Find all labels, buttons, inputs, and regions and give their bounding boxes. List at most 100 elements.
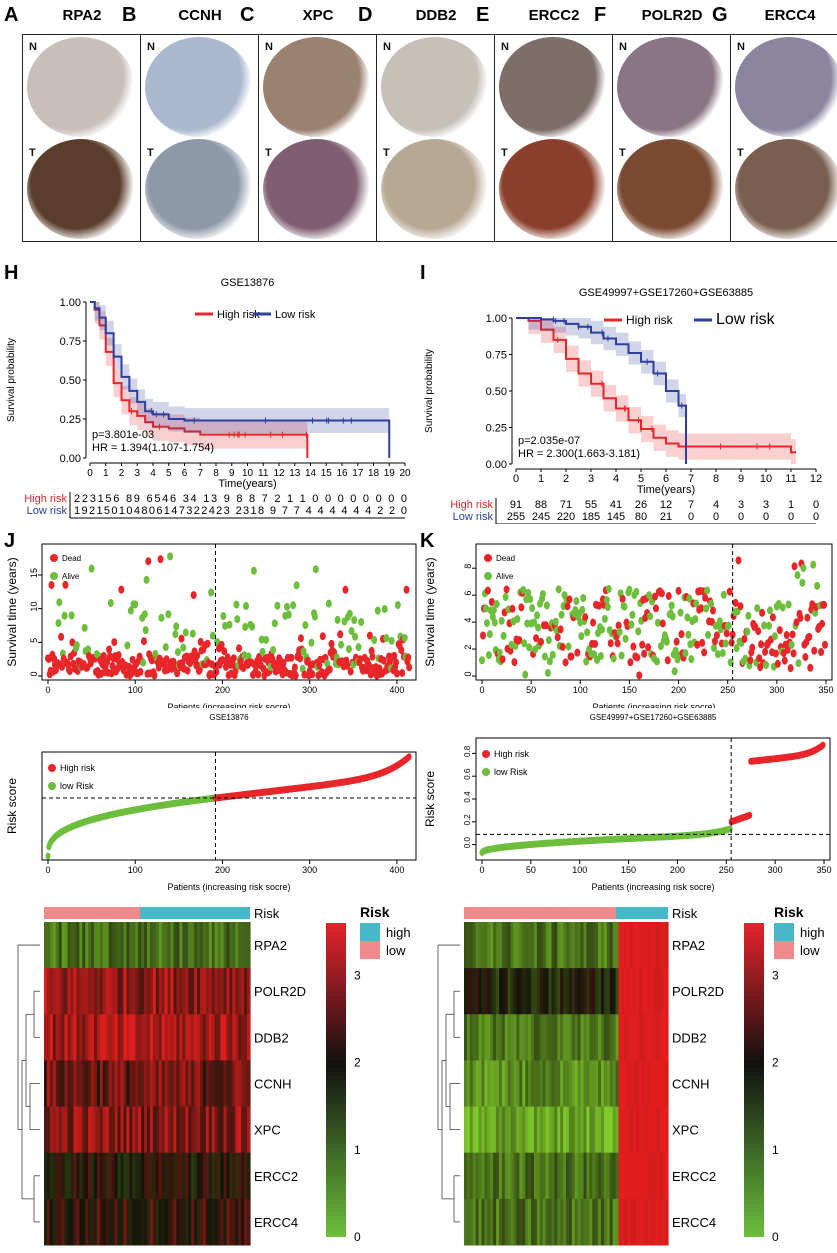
heatmap-cell — [235, 1060, 239, 1108]
heatmap-cell — [96, 1152, 101, 1200]
heatmap-cell — [76, 922, 80, 969]
x-tick-label: 16 — [336, 468, 348, 479]
heatmap-cell — [501, 968, 506, 1015]
heatmap-cell — [99, 1198, 104, 1246]
risk-table-value: 0 — [688, 511, 694, 523]
heatmap-cell — [202, 1060, 207, 1108]
point-alive — [68, 611, 75, 620]
heatmap-cell — [510, 922, 515, 969]
heatmap-cell — [247, 1106, 251, 1154]
heatmap-cell — [624, 1060, 628, 1108]
point-alive — [324, 659, 331, 668]
heatmap-cell — [659, 922, 663, 969]
heatmap-cell — [238, 1014, 242, 1061]
heatmap-cell — [79, 1014, 83, 1061]
color-scale-tick: 0 — [354, 1230, 361, 1244]
heatmap-cell — [161, 1060, 166, 1108]
point-dead — [747, 656, 754, 665]
risk-legend-swatch-low — [360, 941, 380, 959]
point-alive — [671, 667, 678, 676]
heatmap-cell — [170, 1060, 175, 1108]
heatmap-cell — [641, 1152, 646, 1200]
y-tick-label: 0.2 — [463, 814, 472, 826]
x-tick-label: 300 — [768, 865, 783, 875]
heatmap-cell — [574, 1198, 579, 1246]
heatmap-cell — [542, 968, 547, 1015]
heatmap-cell — [633, 968, 637, 1015]
normal-label: N — [29, 41, 37, 53]
point-alive — [555, 585, 562, 594]
heatmap-cell — [627, 1106, 631, 1154]
heatmap-cell — [167, 1198, 172, 1246]
heatmap-cell — [99, 1106, 104, 1154]
point-alive — [654, 618, 661, 627]
heatmap-cell — [653, 968, 657, 1015]
heatmap-cell — [173, 1060, 178, 1108]
heatmap-cell — [528, 1152, 532, 1200]
heatmap-cell — [235, 1198, 239, 1246]
heatmap-cell — [554, 1106, 558, 1154]
point-dead — [665, 592, 672, 601]
heatmap-cell — [662, 1152, 666, 1200]
heatmap-cell — [214, 968, 219, 1015]
x-tick-label: 100 — [128, 865, 143, 875]
heatmap-cell — [560, 1152, 564, 1200]
heatmap-cell — [528, 922, 532, 969]
heatmap-cell — [229, 1014, 233, 1061]
heatmap-cell — [152, 1014, 157, 1061]
point-alive — [293, 581, 300, 590]
point-high-risk — [820, 741, 826, 749]
heatmap-cell — [542, 922, 547, 969]
survival-line-low — [90, 301, 391, 458]
heatmap-cell — [188, 1106, 192, 1154]
heatmap-cell — [630, 1198, 634, 1246]
heatmap-cell — [464, 922, 468, 969]
heatmap-cell — [144, 968, 148, 1015]
panel-letter-a: A — [4, 4, 19, 26]
normal-label: N — [265, 41, 273, 53]
point-dead — [728, 638, 735, 647]
heatmap-cell — [635, 1014, 640, 1061]
x-tick-label: 11 — [785, 473, 796, 485]
heatmap-cell — [126, 1106, 130, 1154]
heatmap-cell — [158, 1106, 163, 1154]
heatmap-cell — [513, 1152, 518, 1200]
heatmap-cell — [120, 1106, 125, 1154]
point-dead — [516, 636, 523, 645]
heatmap-cell — [653, 1060, 657, 1108]
heatmap-cell — [49, 1060, 54, 1108]
heatmap-cell — [647, 968, 652, 1015]
point-dead — [291, 663, 298, 672]
heatmap-cell — [554, 1060, 558, 1108]
legend-dot-alive — [50, 572, 58, 580]
point-dead — [503, 585, 510, 594]
heatmap-cell — [490, 968, 494, 1015]
heatmap-cell — [79, 1106, 83, 1154]
heatmap-cell — [600, 1198, 605, 1246]
point-alive — [745, 611, 752, 620]
heatmap-cell — [194, 1152, 198, 1200]
heatmap-cell — [52, 1014, 57, 1061]
point-dead — [793, 618, 800, 627]
heatmap-cell — [149, 1152, 154, 1200]
heatmap-cell — [61, 1060, 66, 1108]
heatmap-cell — [141, 1014, 145, 1061]
heatmap-cell — [638, 968, 643, 1015]
heatmap-cell — [52, 1106, 57, 1154]
y-tick-label: 0.6 — [463, 768, 472, 780]
heatmap-cell — [205, 1198, 210, 1246]
heatmap-cell — [548, 1152, 553, 1200]
point-alive — [325, 599, 332, 608]
heatmap-cell — [496, 1152, 500, 1200]
heatmap-cell — [598, 1106, 602, 1154]
point-dead — [821, 600, 828, 609]
point-alive — [226, 620, 233, 629]
survival-line-high — [90, 301, 309, 458]
heatmap-cell — [484, 1014, 488, 1061]
heatmap-cell — [583, 968, 587, 1015]
heatmap-cell — [67, 1106, 72, 1154]
heatmap-cell — [513, 1060, 518, 1108]
heatmap-cell — [598, 1060, 602, 1108]
tumor-label: T — [147, 147, 154, 159]
point-dead — [811, 646, 818, 655]
